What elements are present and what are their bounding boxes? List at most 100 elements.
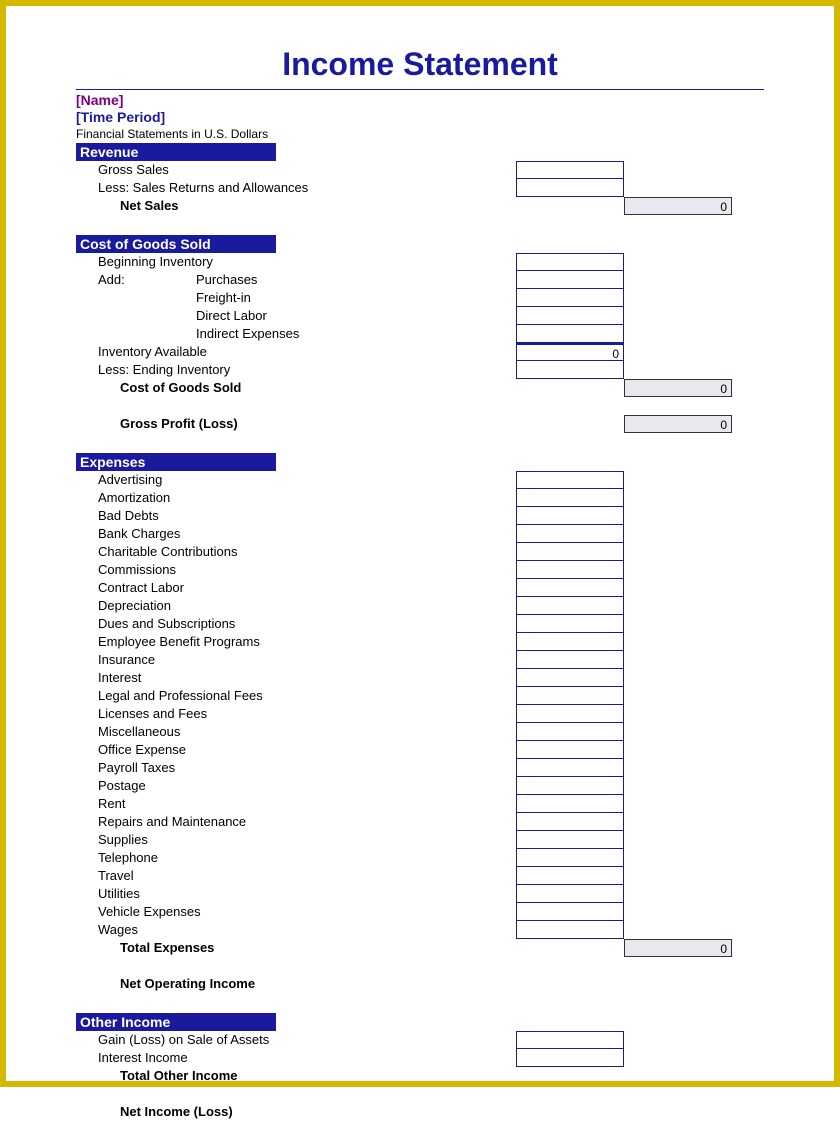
value-cell-col1[interactable]	[516, 759, 624, 777]
line-item-label: Indirect Expenses	[76, 325, 516, 343]
value-cell-col1[interactable]	[516, 597, 624, 615]
line-item-row: Beginning Inventory	[76, 253, 764, 271]
spacer	[76, 1085, 764, 1103]
line-item-label: Gain (Loss) on Sale of Assets	[76, 1031, 516, 1049]
value-cell-col2[interactable]: 0	[624, 379, 732, 397]
value-cell-col1[interactable]	[516, 253, 624, 271]
value-cell-col1[interactable]	[516, 813, 624, 831]
value-cell-col1	[516, 379, 624, 397]
value-cell-col2[interactable]: 0	[624, 197, 732, 215]
value-cell-col1[interactable]	[516, 525, 624, 543]
line-item-label: Travel	[76, 867, 516, 885]
value-cell-col1[interactable]	[516, 307, 624, 325]
value-cell-col2	[624, 741, 732, 759]
value-cell-col2	[624, 867, 732, 885]
value-cell-col1[interactable]	[516, 179, 624, 197]
line-item-label: Interest	[76, 669, 516, 687]
line-item-label: Less: Sales Returns and Allowances	[76, 179, 516, 197]
line-item-label: Rent	[76, 795, 516, 813]
value-cell-col1[interactable]	[516, 161, 624, 179]
line-item-label: Total Other Income	[76, 1067, 516, 1085]
line-item-label: Direct Labor	[76, 307, 516, 325]
spacer	[76, 397, 764, 415]
value-cell-col1[interactable]	[516, 903, 624, 921]
line-item-row: Cost of Goods Sold 0	[76, 379, 764, 397]
value-cell-col1[interactable]	[516, 507, 624, 525]
line-item-row: Commissions	[76, 561, 764, 579]
value-cell-col1[interactable]	[516, 1049, 624, 1067]
line-item-row: Freight-in	[76, 289, 764, 307]
value-cell-col1[interactable]	[516, 777, 624, 795]
line-item-row: Bad Debts	[76, 507, 764, 525]
value-cell-col1[interactable]: 0	[516, 343, 624, 361]
value-cell-col1[interactable]	[516, 867, 624, 885]
line-item-label: Add:Purchases	[76, 271, 516, 289]
line-item-label: Inventory Available	[76, 343, 516, 361]
value-cell-col2[interactable]: 0	[624, 415, 732, 433]
line-item-label: Bank Charges	[76, 525, 516, 543]
value-cell-col1[interactable]	[516, 651, 624, 669]
value-cell-col2	[624, 579, 732, 597]
value-cell-col1[interactable]	[516, 489, 624, 507]
value-cell-col1[interactable]	[516, 921, 624, 939]
value-cell-col1[interactable]	[516, 579, 624, 597]
value-cell-col2	[624, 723, 732, 741]
value-cell-col1[interactable]	[516, 271, 624, 289]
value-cell-col1[interactable]	[516, 795, 624, 813]
value-cell-col1[interactable]	[516, 543, 624, 561]
line-item-row: Rent	[76, 795, 764, 813]
value-cell-col2	[624, 361, 732, 379]
value-cell-col1[interactable]	[516, 361, 624, 379]
value-cell-col1[interactable]	[516, 471, 624, 489]
value-cell-col1[interactable]	[516, 1031, 624, 1049]
value-cell-col1[interactable]	[516, 885, 624, 903]
line-item-row: Supplies	[76, 831, 764, 849]
line-item-row: Total Other Income	[76, 1067, 764, 1085]
value-cell-col1[interactable]	[516, 723, 624, 741]
line-item-label: Wages	[76, 921, 516, 939]
value-cell-col1[interactable]	[516, 561, 624, 579]
line-item-row: Office Expense	[76, 741, 764, 759]
value-cell-col2[interactable]: 0	[624, 939, 732, 957]
line-item-label: Postage	[76, 777, 516, 795]
line-item-row: Less: Ending Inventory	[76, 361, 764, 379]
value-cell-col2	[624, 179, 732, 197]
line-item-label: Contract Labor	[76, 579, 516, 597]
value-cell-col2	[624, 651, 732, 669]
currency-note: Financial Statements in U.S. Dollars	[76, 127, 764, 141]
value-cell-col1[interactable]	[516, 615, 624, 633]
value-cell-col1	[516, 939, 624, 957]
spacer	[76, 957, 764, 975]
line-item-label: Net Income (Loss)	[76, 1103, 516, 1121]
value-cell-col1	[516, 1067, 624, 1085]
line-item-row: Insurance	[76, 651, 764, 669]
line-item-row: Travel	[76, 867, 764, 885]
line-item-label: Amortization	[76, 489, 516, 507]
line-item-label: Cost of Goods Sold	[76, 379, 516, 397]
line-item-label: Office Expense	[76, 741, 516, 759]
value-cell-col1[interactable]	[516, 831, 624, 849]
value-cell-col1[interactable]	[516, 289, 624, 307]
value-cell-col2	[624, 759, 732, 777]
line-item-row: Vehicle Expenses	[76, 903, 764, 921]
line-item-label: Payroll Taxes	[76, 759, 516, 777]
line-item-label: Charitable Contributions	[76, 543, 516, 561]
value-cell-col1[interactable]	[516, 705, 624, 723]
value-cell-col1[interactable]	[516, 741, 624, 759]
value-cell-col1[interactable]	[516, 687, 624, 705]
value-cell-col1[interactable]	[516, 669, 624, 687]
line-item-row: Amortization	[76, 489, 764, 507]
value-cell-col1[interactable]	[516, 325, 624, 343]
value-cell-col1[interactable]	[516, 633, 624, 651]
section-spacer	[76, 1121, 764, 1139]
value-cell-col2	[624, 289, 732, 307]
section-spacer	[76, 433, 764, 451]
line-item-label: Freight-in	[76, 289, 516, 307]
section-header: Cost of Goods Sold	[76, 235, 276, 253]
value-cell-col1[interactable]	[516, 849, 624, 867]
section-spacer	[76, 993, 764, 1011]
line-item-row: Net Income (Loss)	[76, 1103, 764, 1121]
value-cell-col2	[624, 1031, 732, 1049]
line-item-row: Utilities	[76, 885, 764, 903]
value-cell-col2	[624, 633, 732, 651]
